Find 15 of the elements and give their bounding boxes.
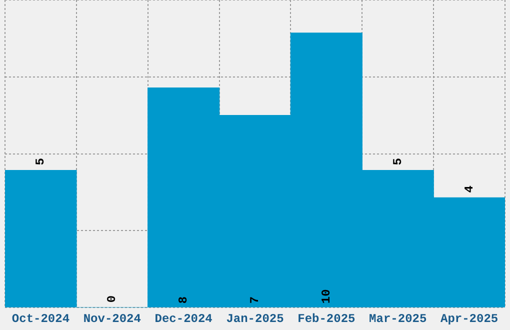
x-tick-label: Nov-2024 — [83, 312, 141, 326]
data-label: 4 — [462, 186, 476, 193]
x-tick-label: Dec-2024 — [154, 312, 212, 326]
data-label: 10 — [319, 289, 334, 304]
bar — [5, 170, 77, 308]
data-label: 5 — [390, 158, 405, 166]
x-tick-label: Mar-2025 — [369, 312, 427, 326]
x-tick-label: Jan-2025 — [226, 312, 284, 326]
data-label: 0 — [105, 295, 120, 303]
x-tick-label: Apr-2025 — [440, 312, 498, 326]
data-label: 7 — [248, 296, 262, 304]
data-label: 8 — [176, 296, 191, 304]
data-label: 5 — [34, 158, 48, 166]
x-tick-label: Feb-2025 — [298, 312, 356, 326]
x-tick-label: Oct-2024 — [12, 312, 70, 326]
